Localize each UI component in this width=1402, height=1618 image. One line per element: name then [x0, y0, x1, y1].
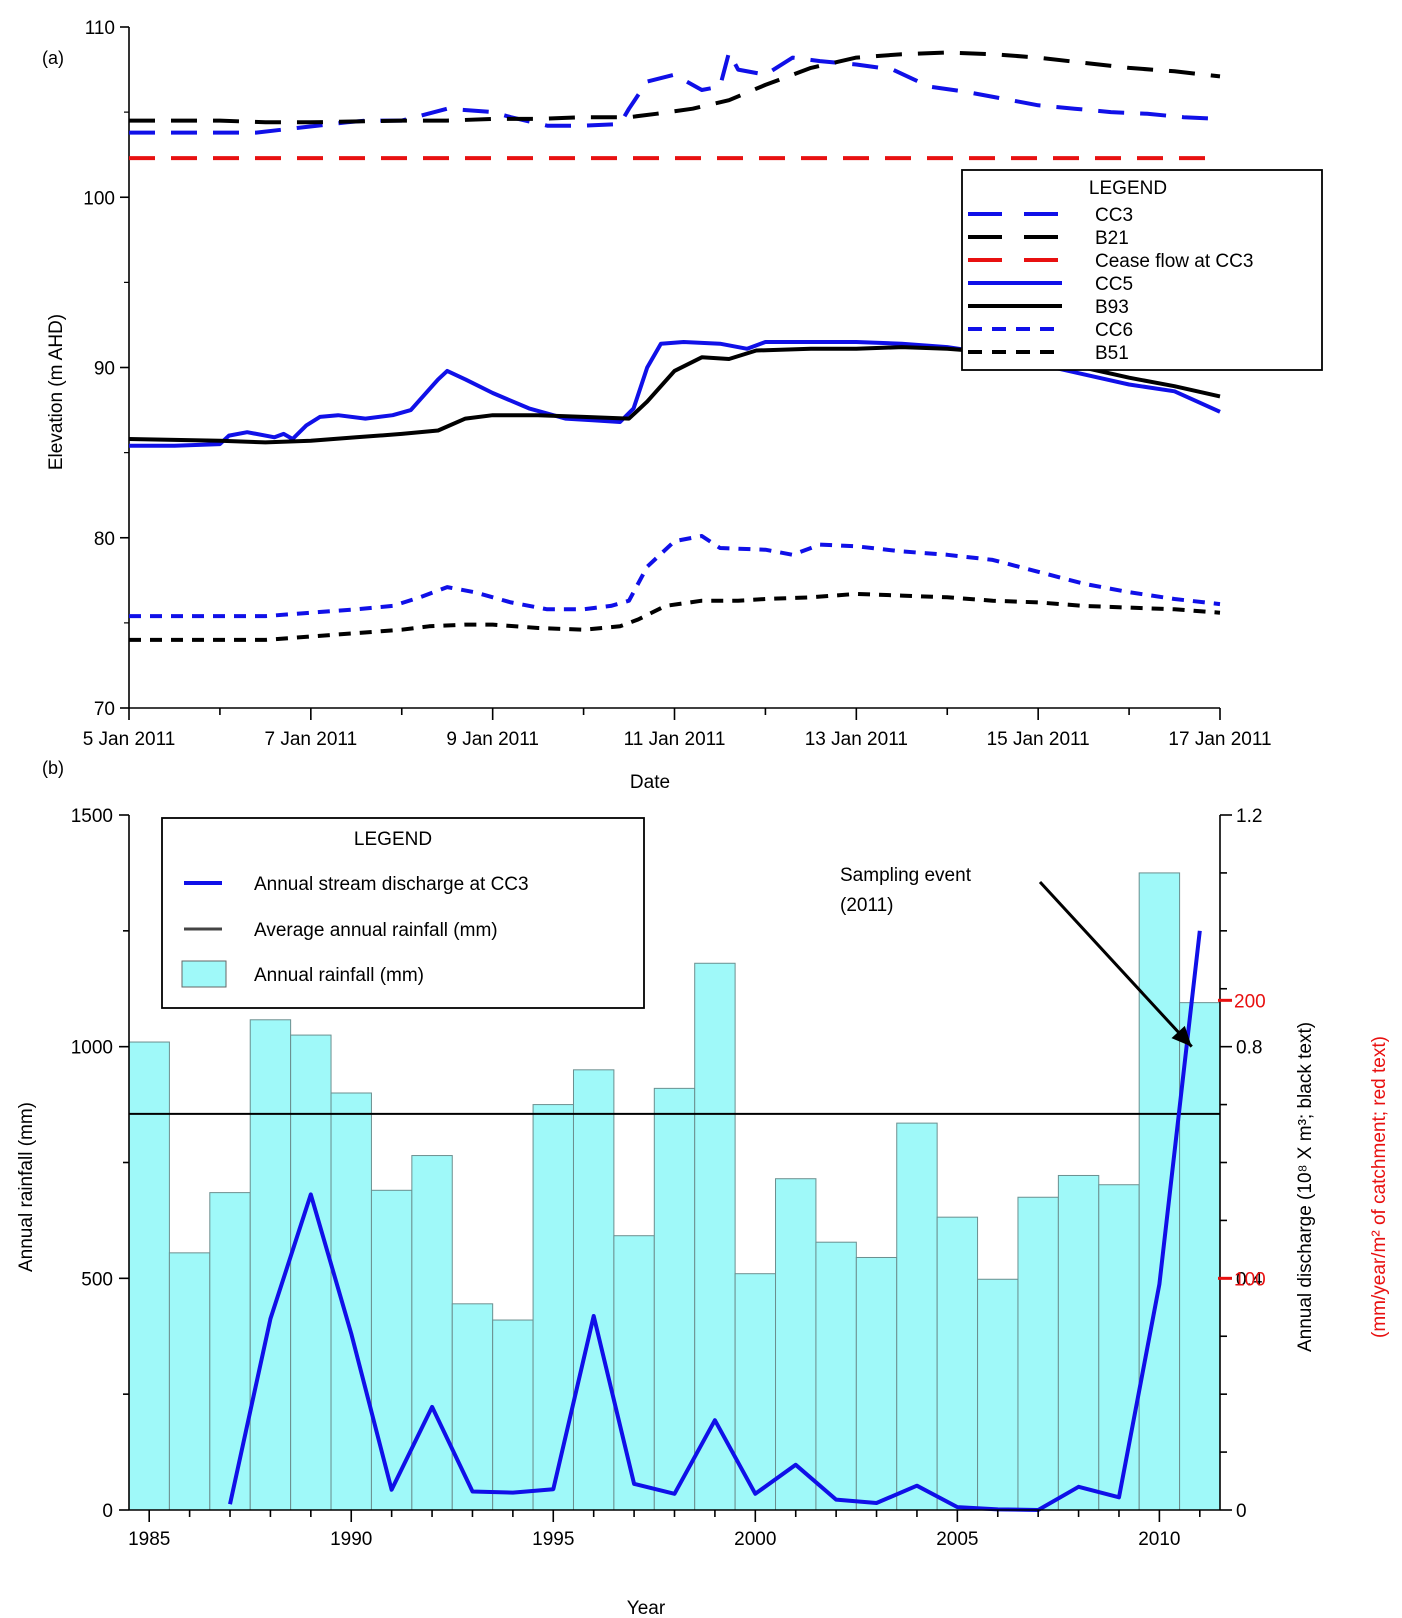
rainfall-bar: [1017, 1196, 1059, 1511]
panel-b-right-axis-title-black: Annual discharge (10⁸ X m³; black text): [1295, 1022, 1316, 1352]
annotation-arrow: [1038, 880, 1193, 1048]
panel-b-right-tick-label: 1.2: [1236, 806, 1262, 827]
rainfall-bar: [532, 1104, 574, 1511]
legend-label-rainfall: Annual rainfall (mm): [254, 965, 424, 986]
panel-a-legend-label: CC3: [1095, 205, 1133, 226]
rainfall-bar: [370, 1189, 413, 1511]
rainfall-bar: [249, 1019, 292, 1511]
panel-a-legend-label: B51: [1095, 343, 1129, 364]
legend-swatch-rainfall: [181, 960, 227, 988]
panel-a-y-tick-label: 110: [85, 18, 115, 39]
panel-b-y-tick-label: 1000: [71, 1038, 113, 1059]
panel-a-y-tick-label: 80: [94, 529, 115, 550]
panel-b-right-tick-label: 0.8: [1236, 1038, 1262, 1059]
panel-b-x-tick-label: 1995: [532, 1529, 574, 1550]
rainfall-bar: [855, 1256, 898, 1511]
rainfall-bar: [775, 1178, 817, 1511]
panel-a-x-tick-label: 15 Jan 2011: [987, 729, 1090, 750]
rainfall-bar: [653, 1087, 696, 1511]
panel-a-x-tick-label: 9 Jan 2011: [446, 729, 539, 750]
panel-a-x-tick-label: 13 Jan 2011: [805, 729, 908, 750]
panel-a-y-axis-title: Elevation (m AHD): [46, 314, 67, 470]
panel-b-legend-title: LEGEND: [354, 829, 432, 850]
rainfall-bar: [977, 1278, 1019, 1511]
rainfall-bar: [815, 1241, 857, 1511]
series-b21: [129, 50, 1221, 125]
legend-label-discharge: Annual stream discharge at CC3: [254, 874, 529, 895]
panel-b-label: (b): [42, 758, 64, 778]
panel-a-y-tick-label: 70: [94, 699, 115, 720]
panel-a-legend-label: CC6: [1095, 320, 1133, 341]
panel-a-label: (a): [42, 48, 64, 68]
panel-b-x-tick-label: 1990: [330, 1529, 372, 1550]
rainfall-bar: [290, 1034, 332, 1511]
panel-a-legend-label: B21: [1095, 228, 1129, 249]
panel-b-axes: 0 500 1000 1500 0 0.4 0.8 1.2 100 200 1985 1990 1995…: [71, 806, 1266, 1550]
rainfall-bar: [411, 1155, 453, 1511]
rainfall-bar: [896, 1122, 938, 1511]
panel-b-right-axis-title-red: (mm/year/m² of catchment; red text): [1369, 1036, 1390, 1338]
panel-b-right-tick-label: 0: [1236, 1501, 1247, 1522]
panel-a-x-tick-label: 17 Jan 2011: [1168, 729, 1271, 750]
panel-a-series: [128, 50, 1221, 642]
panel-a-legend-title: LEGEND: [1089, 178, 1167, 199]
panel-a-legend-label: Cease flow at CC3: [1095, 251, 1253, 272]
series-cc3: [129, 50, 1221, 135]
rainfall-bar: [1057, 1174, 1100, 1511]
panel-b-y-tick-label: 0: [102, 1501, 113, 1522]
series-b51: [129, 591, 1221, 642]
panel-b-rainfall-chart: (b) 0 500 1000 1500 0 0.4 0.8 1.2 100 200 1985 1990…: [16, 758, 1390, 1618]
panel-a-x-axis-title: Date: [630, 772, 670, 793]
sampling-event-annotation: Sampling event (2011): [840, 865, 1193, 1048]
rainfall-bar: [694, 962, 736, 1511]
panel-a-legend-label: B93: [1095, 297, 1129, 318]
rainfall-bar: [451, 1303, 494, 1511]
rainfall-bar: [734, 1273, 777, 1511]
rainfall-bar: [1179, 1002, 1221, 1511]
panel-a-legend-box: [961, 169, 1323, 371]
panel-a-y-tick-label: 90: [94, 359, 115, 380]
panel-b-red-tick-label: 100: [1234, 1269, 1266, 1290]
panel-b-x-tick-label: 1985: [128, 1529, 170, 1550]
rainfall-bar: [936, 1216, 979, 1511]
panel-a-legend-label: CC5: [1095, 274, 1133, 295]
panel-a-x-tick-label: 11 Jan 2011: [624, 729, 726, 750]
annotation-line-2: (2011): [840, 895, 894, 916]
legend-label-average: Average annual rainfall (mm): [254, 920, 498, 941]
rainfall-bar: [613, 1235, 655, 1511]
panel-b-x-axis-title: Year: [627, 1598, 666, 1618]
panel-b-legend-box: [161, 817, 645, 1009]
rainfall-bar: [128, 1041, 170, 1511]
panel-b-x-tick-label: 2005: [936, 1529, 978, 1550]
rainfall-bar: [1138, 872, 1181, 1511]
panel-a-axes: 70 80 90 100 110 5 Jan 2011 7 Jan 2011 9 Jan 20…: [83, 18, 1272, 750]
panel-b-red-tick-label: 200: [1234, 991, 1266, 1012]
series-cc6: [129, 534, 1221, 619]
panel-a-elevation-chart: (a) Date Elevation (m AHD) 70 80 90 100 110 5…: [42, 18, 1323, 793]
rainfall-bar: [330, 1092, 372, 1511]
rainfall-bar: [572, 1069, 615, 1511]
panel-b-y-tick-label: 500: [81, 1269, 113, 1290]
panel-b-legend: LEGEND Annual stream discharge at CC3 Av…: [161, 817, 645, 1009]
panel-b-right-tick-label: 0.4: [1236, 1269, 1263, 1290]
series-cc5: [129, 340, 1221, 448]
rainfall-bar: [209, 1192, 251, 1511]
annotation-arrowhead: [1171, 1025, 1192, 1047]
panel-b-x-tick-label: 2010: [1138, 1529, 1180, 1550]
rainfall-bar: [492, 1319, 534, 1511]
annotation-line-1: Sampling event: [840, 865, 972, 886]
panel-a-x-tick-label: 5 Jan 2011: [83, 729, 176, 750]
panel-a-y-tick-label: 100: [83, 188, 115, 209]
panel-a-x-tick-label: 7 Jan 2011: [265, 729, 358, 750]
panel-b-y-tick-label: 1500: [71, 806, 113, 827]
panel-b-y-axis-title: Annual rainfall (mm): [16, 1102, 37, 1272]
rainfall-bar: [168, 1252, 211, 1511]
panel-b-x-tick-label: 2000: [734, 1529, 776, 1550]
rainfall-bar: [1098, 1184, 1140, 1511]
